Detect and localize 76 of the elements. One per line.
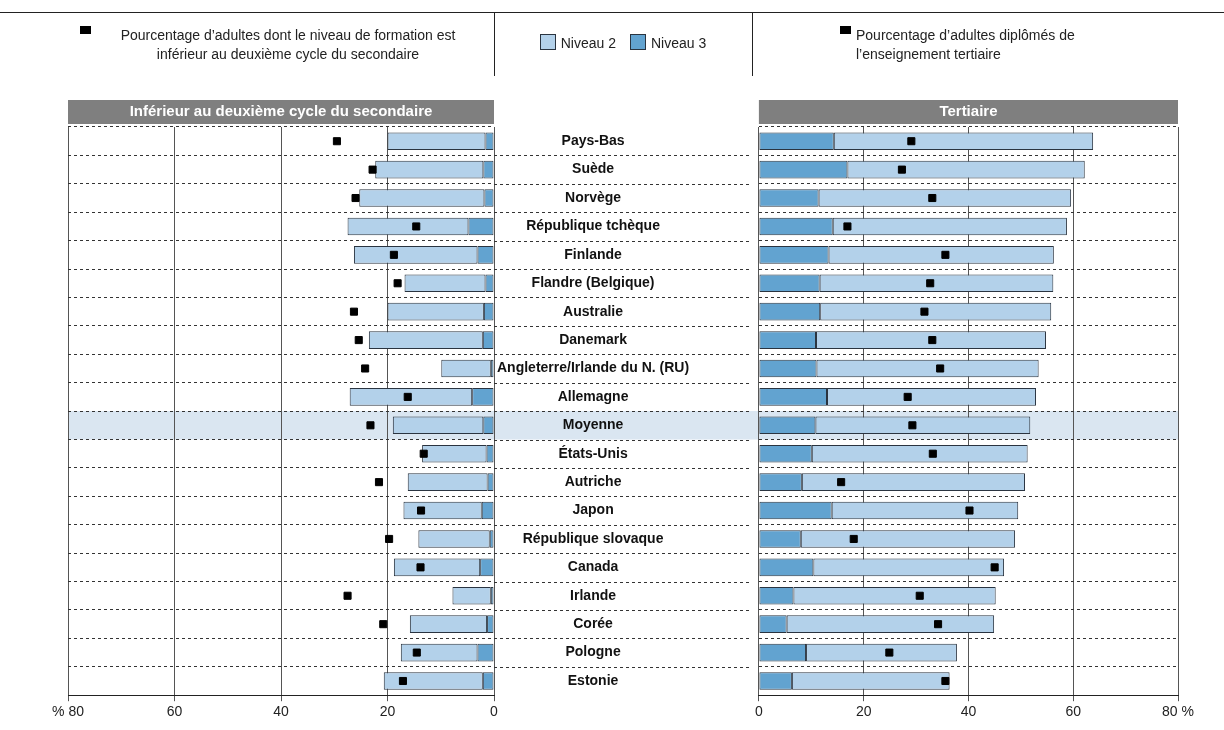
point <box>928 336 937 345</box>
point <box>332 137 341 146</box>
point <box>361 364 370 373</box>
y-tick-label: Autriche <box>564 472 622 489</box>
point <box>393 279 402 288</box>
point <box>926 279 935 288</box>
point <box>366 421 375 430</box>
y-tick-label: République slovaque <box>522 529 664 546</box>
point <box>903 392 912 401</box>
point <box>385 534 394 543</box>
point <box>897 165 906 174</box>
y-tick-label: Finlande <box>564 245 623 262</box>
y-tick-label: Danemark <box>559 330 628 347</box>
point <box>412 222 421 231</box>
legend-label: Pourcentage d’adultes dont le niveau de formation est inférieur au deuxième cycle du secondaire <box>119 26 457 64</box>
point <box>907 137 916 146</box>
point <box>379 620 388 629</box>
point <box>990 563 999 572</box>
y-tick-label: Suède <box>572 160 615 177</box>
y-tick-label: Irlande <box>570 586 617 603</box>
point <box>419 449 428 458</box>
point <box>837 478 846 487</box>
point <box>389 250 398 259</box>
x-tick-label: 40 <box>273 703 289 720</box>
point <box>941 676 950 686</box>
chart-title: Tertiaire <box>939 102 998 120</box>
point <box>928 449 937 458</box>
x-tick-label: 40 <box>960 703 977 720</box>
y-tick-label: Corée <box>573 615 614 632</box>
y-tick-label: Moyenne <box>562 416 624 433</box>
point <box>928 193 937 203</box>
point <box>936 364 945 373</box>
y-tick-label: Angleterre/Irlande du N. (RU) <box>497 359 690 376</box>
point <box>934 620 943 629</box>
point <box>398 676 407 686</box>
chart-title: Inférieur au deuxième cycle du secondaire <box>129 102 433 120</box>
point <box>849 534 858 543</box>
x-tick-label: 0 <box>490 703 499 720</box>
y-tick-label: République tchèque <box>526 217 661 234</box>
point <box>412 648 421 657</box>
point <box>965 506 974 515</box>
point <box>915 591 924 600</box>
x-tick-label: 80 % <box>1162 703 1194 720</box>
point <box>403 392 412 401</box>
point <box>368 165 377 174</box>
point <box>417 506 426 515</box>
y-tick-label: Pays-Bas <box>561 132 625 149</box>
point <box>343 591 352 600</box>
y-tick-label: Allemagne <box>557 387 629 404</box>
x-tick-label: 20 <box>379 703 396 720</box>
y-tick-label: Canada <box>567 558 619 575</box>
y-tick-label: Australie <box>563 302 624 319</box>
point <box>349 307 358 316</box>
point <box>354 336 363 345</box>
x-tick-label: 0 <box>754 703 763 720</box>
point <box>941 250 950 259</box>
legend-label: Pourcentage d’adultes diplômés de l’enseignement tertiaire <box>856 26 1076 64</box>
point <box>351 193 360 203</box>
y-tick-label: Norvège <box>565 188 622 205</box>
point <box>374 478 384 487</box>
x-tick-label: 60 <box>1065 703 1082 720</box>
point <box>885 648 894 657</box>
point <box>843 222 852 231</box>
x-tick-label: % 80 <box>52 703 85 720</box>
legend-label: Niveau 2 <box>559 34 616 53</box>
y-tick-label: Flandre (Belgique) <box>531 274 655 291</box>
x-tick-label: 20 <box>855 703 872 720</box>
point <box>908 421 917 430</box>
y-tick-label: Japon <box>572 501 614 518</box>
y-tick-label: Pologne <box>565 643 621 660</box>
legend-label: Niveau 3 <box>650 34 707 53</box>
point <box>920 307 929 316</box>
point <box>416 563 425 572</box>
y-tick-label: Estonie <box>567 671 619 688</box>
x-tick-label: 60 <box>166 703 183 720</box>
y-tick-label: États-Unis <box>558 444 628 461</box>
